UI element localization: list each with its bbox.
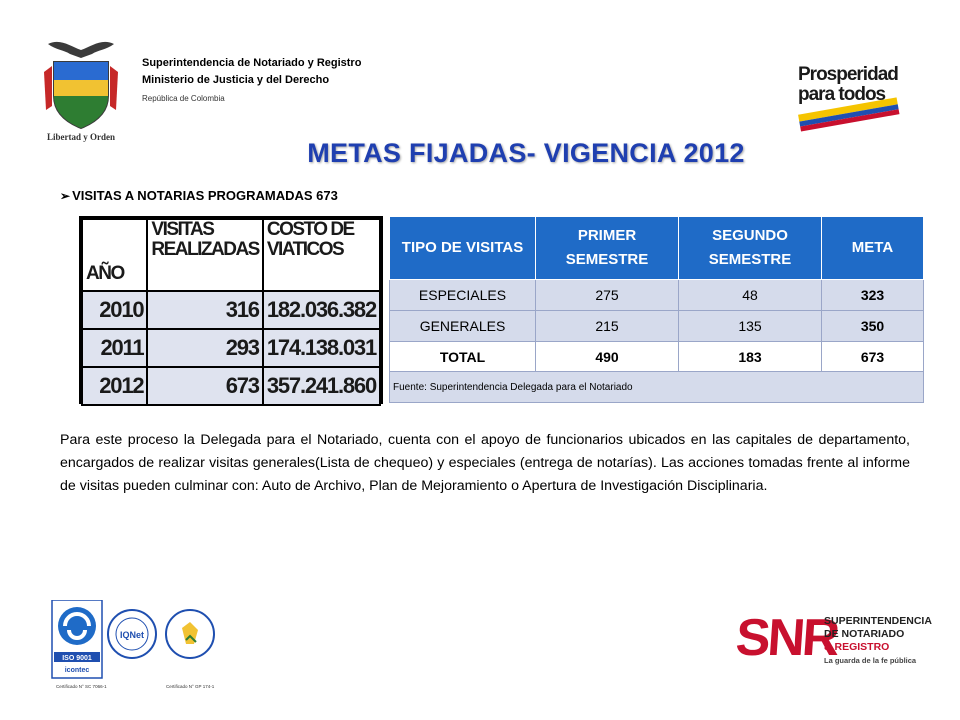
table-row: 2011 293 174.138.031: [80, 328, 382, 368]
table-source-note: Fuente: Superintendencia Delegada para e…: [389, 371, 924, 403]
col-header-second-semester: SEGUNDO SEMESTRE: [678, 215, 822, 281]
cell-cost: 182.036.382: [261, 290, 382, 330]
certification-logos: ISO 9001 icontec IQNet Certificado N° SC…: [51, 600, 215, 689]
ministry-name: Ministerio de Justicia y del Derecho: [142, 74, 330, 86]
cell-year: 2012: [80, 366, 149, 406]
colombia-crest-logo: Libertad y Orden: [44, 41, 118, 142]
slogan-line1: Prosperidad: [798, 64, 898, 85]
cell-type: GENERALES: [389, 310, 536, 342]
cell-first: 490: [535, 340, 679, 373]
cell-visits: 673: [146, 366, 264, 406]
iqnet-label: IQNet: [120, 630, 144, 640]
cell-first: 275: [535, 279, 679, 312]
cell-year: 2011: [80, 328, 149, 368]
cell-goal: 673: [821, 340, 924, 373]
slogan-line2: para todos: [798, 84, 886, 105]
col-header-goal: META: [821, 215, 924, 281]
cell-goal: 323: [821, 279, 924, 312]
col-header-year: AÑO: [80, 218, 149, 292]
cell-second: 48: [678, 279, 822, 312]
cert-number-2: Certificado N° GP 174-1: [166, 684, 215, 689]
visits-history-table: AÑO VISITAS REALIZADAS COSTO DE VIATICOS…: [79, 216, 383, 406]
snr-name-line3: & REGISTRO: [824, 641, 890, 653]
col-header-type: TIPO DE VISITAS: [389, 215, 536, 281]
cell-type: TOTAL: [389, 340, 536, 373]
snr-tagline: La guarda de la fe pública: [824, 656, 917, 665]
visit-goals-table: TIPO DE VISITAS PRIMER SEMESTRE SEGUNDO …: [389, 215, 924, 403]
iso-label: ISO 9001: [62, 655, 92, 662]
bullet-item: ➢ VISITAS A NOTARIAS PROGRAMADAS 673: [60, 188, 338, 203]
prosperidad-logo: Prosperidad para todos: [798, 64, 900, 132]
cell-cost: 174.138.031: [261, 328, 382, 368]
cell-visits: 316: [146, 290, 264, 330]
description-paragraph: Para este proceso la Delegada para el No…: [60, 432, 910, 494]
col-header-cost: COSTO DE VIATICOS: [261, 218, 382, 292]
table-row: GENERALES 215 135 350: [389, 310, 924, 342]
table-row-total: TOTAL 490 183 673: [389, 340, 924, 373]
snr-name-line1: SUPERINTENDENCIA: [824, 615, 932, 627]
table-row: ESPECIALES 275 48 323: [389, 279, 924, 312]
cell-cost: 357.241.860: [261, 366, 382, 406]
col-header-visits: VISITAS REALIZADAS: [146, 218, 264, 292]
cell-type: ESPECIALES: [389, 279, 536, 312]
cell-year: 2010: [80, 290, 149, 330]
snr-name-line2: DE NOTARIADO: [824, 628, 905, 640]
country-name: República de Colombia: [142, 94, 225, 103]
cell-second: 135: [678, 310, 822, 342]
cell-goal: 350: [821, 310, 924, 342]
crest-motto: Libertad y Orden: [47, 132, 115, 142]
cell-visits: 293: [146, 328, 264, 368]
arrow-bullet-icon: ➢: [60, 189, 71, 203]
col-header-first-semester: PRIMER SEMESTRE: [535, 215, 679, 281]
table-row: 2012 673 357.241.860: [80, 366, 382, 406]
icontec-label: icontec: [65, 667, 90, 674]
cell-first: 215: [535, 310, 679, 342]
cell-second: 183: [678, 340, 822, 373]
bullet-text: VISITAS A NOTARIAS PROGRAMADAS 673: [72, 188, 338, 203]
cert-number-1: Certificado N° SC 7066-1: [56, 684, 107, 689]
page-title: METAS FIJADAS- VIGENCIA 2012: [307, 138, 745, 168]
institution-name: Superintendencia de Notariado y Registro: [142, 57, 362, 69]
table-row: 2010 316 182.036.382: [80, 290, 382, 330]
